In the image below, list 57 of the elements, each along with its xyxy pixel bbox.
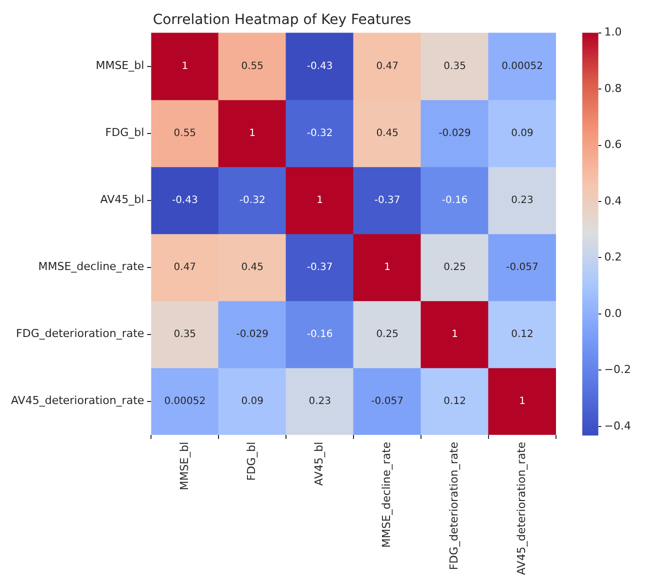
data-label: 1 [452,328,458,340]
data-label: 0.12 [444,396,466,407]
color-bar-label: 0.0 [604,306,622,320]
data-label: -0.37 [306,262,333,273]
x-tick-label: AV45_deterioration_rate [515,442,528,576]
data-label: 0.55 [174,128,196,139]
color-bar-label: 0.2 [604,250,622,264]
color-bar-label: −0.4 [604,419,632,432]
data-label: 1 [249,128,256,139]
data-label: 0.09 [241,396,264,407]
color-bar-label: 0.6 [604,138,622,152]
data-label: 0.09 [511,128,534,139]
data-label: 1 [316,194,324,206]
data-label: -0.43 [306,60,333,72]
data-label: -0.32 [239,194,266,206]
data-label: -0.16 [306,328,333,340]
data-label: 0.35 [444,60,466,72]
data-label: -0.37 [374,194,400,206]
x-tick-label: FDG_bl [245,442,258,481]
x-tick-label: MMSE_bl [178,442,191,490]
chart-title: Correlation Heatmap of Key Features [152,12,412,28]
data-label: 0.12 [511,328,534,340]
data-label: 0.47 [376,60,398,72]
data-label: 0.45 [241,262,264,273]
data-label: 0.55 [241,60,264,72]
data-label: 0.23 [308,396,331,407]
data-label: 0.23 [511,194,534,206]
data-label: 1 [182,60,188,72]
data-label: -0.057 [506,262,538,273]
data-label: 0.45 [376,128,398,139]
color-bar-label: 0.8 [604,82,622,95]
y-tick-label: AV45_deterioration_rate [10,394,144,408]
y-tick-label: MMSE_bl [96,59,144,72]
data-label: -0.32 [306,128,333,139]
color-bar-label: −0.2 [604,363,632,376]
data-label: 0.25 [444,262,466,273]
data-label: -0.057 [371,396,404,407]
data-label: 1 [384,262,391,273]
y-tick-label: FDG_deterioration_rate [16,327,144,340]
y-tick-label: MMSE_decline_rate [38,260,144,274]
x-tick-label: MMSE_decline_rate [380,442,394,548]
x-tick-label: AV45_bl [312,442,326,486]
data-label: -0.029 [236,328,268,340]
data-label: 0.00052 [164,396,206,407]
data-label: 0.25 [376,328,398,340]
color-bar-label: 0.4 [604,194,622,208]
data-label: -0.16 [442,194,468,206]
data-label: 0.35 [174,328,196,340]
color-bar-label: 1.0 [604,26,622,39]
y-tick-label: AV45_bl [100,193,144,206]
x-tick-label: FDG_deterioration_rate [448,442,461,570]
data-label: 0.00052 [502,60,543,72]
data-label: 1 [519,396,526,407]
data-label: -0.43 [172,194,198,206]
data-label: -0.029 [438,128,471,139]
data-label: 0.47 [174,262,196,273]
y-tick-label: FDG_bl [105,126,144,140]
